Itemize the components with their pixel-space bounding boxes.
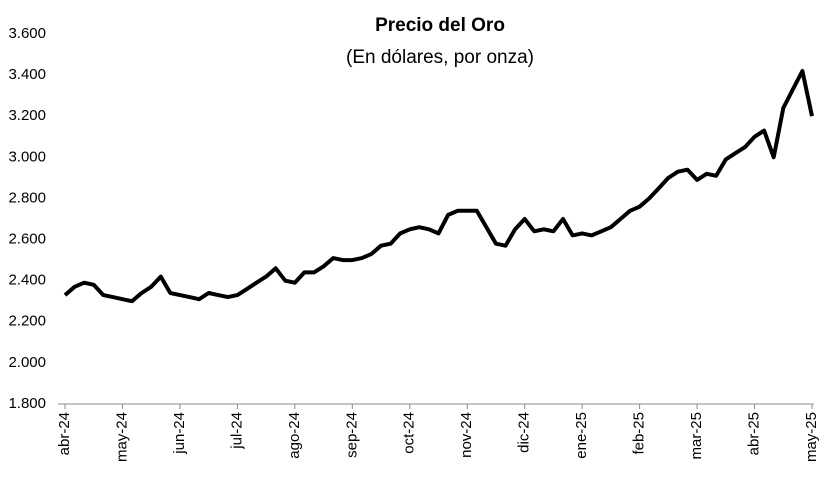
x-tick-label: ene-25 xyxy=(573,412,590,459)
y-tick-label: 2.400 xyxy=(8,272,46,289)
x-tick-label: may-25 xyxy=(803,412,820,462)
y-tick-label: 3.000 xyxy=(8,148,46,165)
price-line xyxy=(63,69,814,304)
y-tick-label: 2.800 xyxy=(8,189,46,206)
y-tick-label: 3.400 xyxy=(8,66,46,83)
y-tick-label: 2.000 xyxy=(8,354,46,371)
x-tick-label: ago-24 xyxy=(286,412,303,459)
y-tick-label: 1.800 xyxy=(8,395,46,412)
x-tick-label: oct-24 xyxy=(401,412,418,454)
y-tick-label: 3.200 xyxy=(8,107,46,124)
x-tick-label: feb-25 xyxy=(631,412,648,455)
x-tick-label: nov-24 xyxy=(458,412,475,458)
chart-subtitle: (En dólares, por onza) xyxy=(346,47,534,68)
y-tick-label: 2.200 xyxy=(8,313,46,330)
x-tick-label: may-24 xyxy=(113,412,130,462)
x-tick-label: mar-25 xyxy=(688,412,705,460)
x-tick-label: dic-24 xyxy=(516,412,533,453)
x-tick-label: jun-24 xyxy=(171,412,188,455)
chart-title: Precio del Oro xyxy=(375,15,505,36)
x-tick-label: sep-24 xyxy=(343,412,360,458)
y-tick-label: 2.600 xyxy=(8,231,46,248)
x-tick-label: abr-24 xyxy=(56,412,73,455)
x-tick-label: jul-24 xyxy=(228,412,245,450)
y-tick-label: 3.600 xyxy=(8,25,46,42)
x-tick-label: abr-25 xyxy=(746,412,763,455)
